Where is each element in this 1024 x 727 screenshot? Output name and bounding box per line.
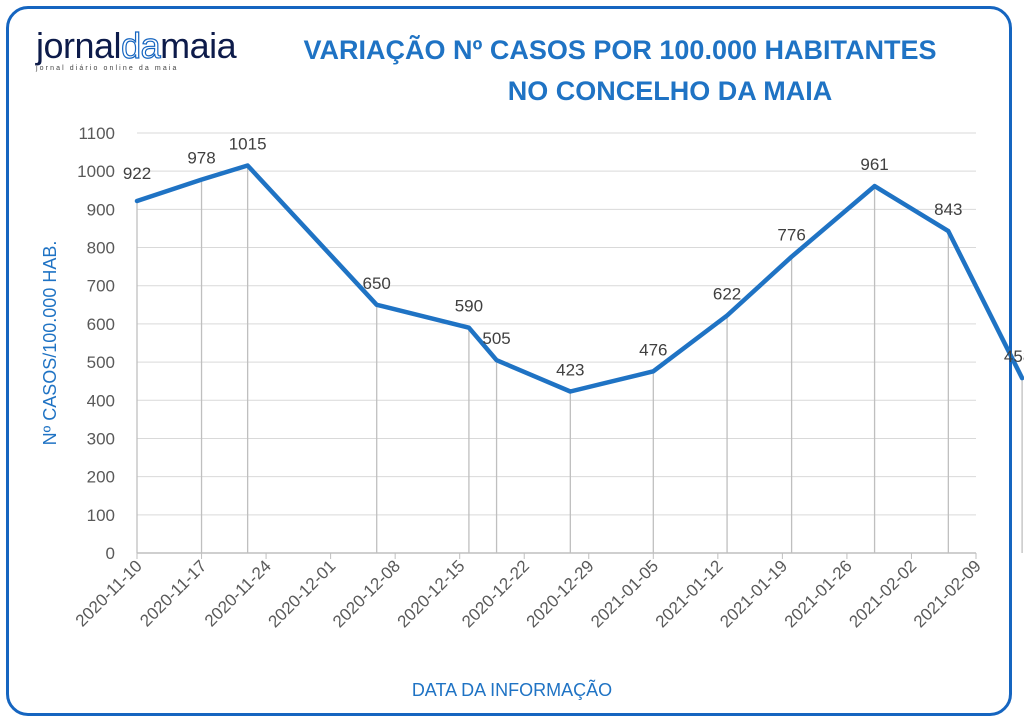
series-line-group [134,163,1024,394]
y-axis-title: Nº CASOS/100.000 HAB. [40,241,60,446]
x-tick-label: 2021-01-26 [781,556,856,631]
x-tick-label: 2020-12-29 [523,556,598,631]
data-label: 590 [455,297,483,316]
data-label: 961 [860,155,888,174]
data-label: 423 [556,360,584,379]
data-label: 458 [1004,347,1024,366]
logo-part-da: da [120,25,161,66]
y-tick-label: 700 [87,277,115,296]
data-label: 776 [777,226,805,245]
y-tick-label: 900 [87,200,115,219]
logo-part-jornal: jornal [36,25,122,66]
x-tick-label: 2020-11-10 [72,556,146,630]
chart-title-line2: NO CONCELHO DA MAIA [507,76,833,106]
logo-tagline: jornal diário online da maia [36,65,179,72]
chart-title-line1: VARIAÇÃO Nº CASOS POR 100.000 HABITANTES [303,35,937,65]
drop-lines [136,165,1023,553]
x-tick-label: 2020-12-08 [329,556,404,631]
logo-wordmark: jornaldamaia [36,25,237,66]
y-tick-label: 100 [87,506,115,525]
y-tick-label: 1100 [78,124,115,143]
data-label: 978 [187,149,215,168]
x-tick-label: 2021-02-02 [845,556,920,631]
y-axis-ticks: 0 100 200 300 400 500 600 700 800 900 1000 1100 [77,124,115,563]
y-tick-label: 300 [87,429,115,448]
x-tick-label: 2021-01-12 [652,556,727,631]
x-tick-label: 2021-02-09 [910,556,985,631]
jornal-da-maia-logo: jornaldamaia jornal diário online da mai… [36,25,237,72]
y-tick-label: 200 [87,468,115,487]
y-tick-label: 500 [87,353,115,372]
x-tick-label: 2020-12-22 [458,556,533,631]
logo-part-maia: maia [160,25,237,66]
x-tick-label: 2021-01-19 [716,556,791,631]
data-label: 622 [713,285,741,304]
data-label: 505 [482,329,510,348]
x-tick-label: 2020-12-01 [265,556,340,631]
x-tick-label: 2020-11-24 [201,556,275,630]
x-axis-title: DATA DA INFORMAÇÃO [412,679,612,700]
chart-frame [6,6,1012,716]
data-label: 1015 [229,134,267,153]
x-tick-label: 2021-01-05 [587,556,662,631]
data-label: 843 [934,200,962,219]
y-tick-label: 800 [87,239,115,258]
gridlines [137,132,976,554]
data-label: 922 [123,164,151,183]
data-label: 650 [363,274,391,293]
data-label: 476 [639,340,667,359]
x-tick-label: 2020-11-17 [136,556,210,630]
series-line [134,163,1024,394]
x-axis-ticks: 2020-11-102020-11-172020-11-242020-12-01… [72,553,985,631]
y-tick-label: 1000 [77,162,115,181]
y-tick-label: 0 [106,544,115,563]
y-tick-label: 600 [87,315,115,334]
x-tick-label: 2020-12-15 [394,556,469,631]
y-tick-label: 400 [87,391,115,410]
data-labels: 922 978 1015 650 590 505 423 476 622 776 961 843 458 [123,134,1024,379]
